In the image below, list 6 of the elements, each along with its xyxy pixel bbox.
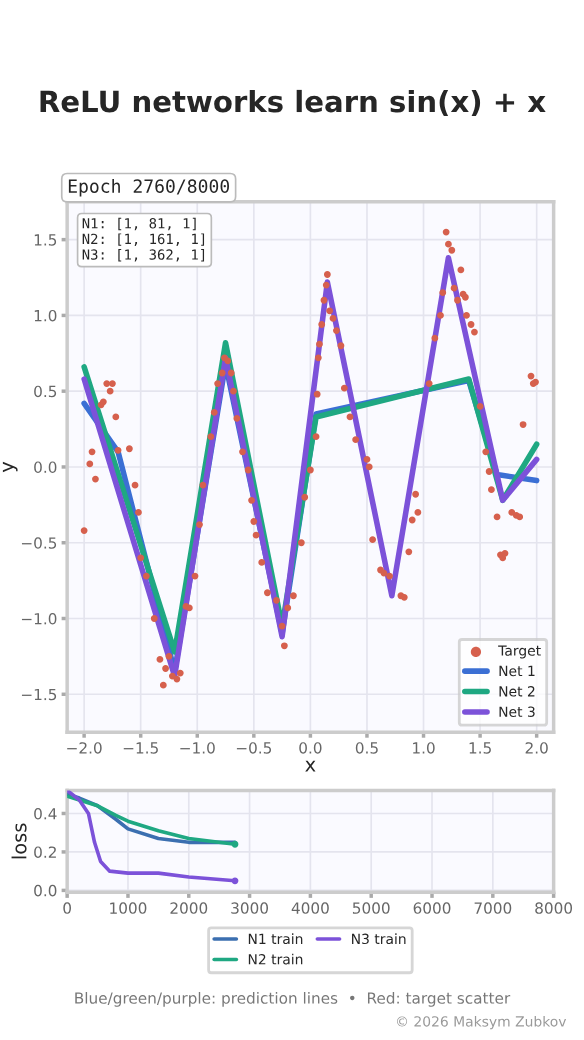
y-axis-title: y [2,461,18,473]
text: Epoch 2760/8000 [68,178,230,197]
line-series [67,790,237,883]
chart-title: ReLU networks learn sin(x) + x [40,89,546,116]
y-axis-title: loss [11,823,27,859]
x-axis-title: x [305,760,316,772]
